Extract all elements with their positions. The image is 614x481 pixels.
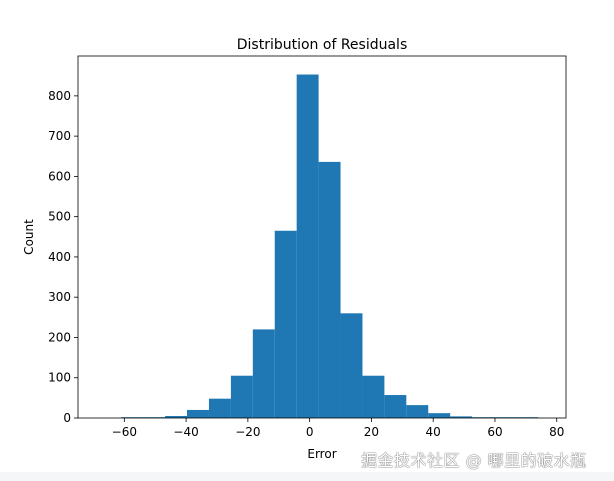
histogram-bar [143,417,166,418]
bottom-band [0,472,614,481]
histogram-bar [230,375,253,418]
x-tick-label: −60 [112,425,137,439]
histogram-bar [384,395,407,418]
x-tick-label: 20 [364,425,379,439]
y-tick-label: 500 [48,210,71,224]
x-tick-label: −40 [173,425,198,439]
histogram-bar [165,415,188,418]
y-axis-label: Count [22,219,36,255]
y-tick-label: 300 [48,290,71,304]
histogram-bar [121,417,144,418]
histogram-bar [494,417,516,418]
histogram-bar [252,329,275,418]
histogram-bar [362,375,385,418]
histogram-bar [318,161,341,419]
x-tick-label: 40 [426,425,441,439]
x-tick-label: 80 [549,425,564,439]
y-tick-label: 0 [63,411,71,425]
y-tick-label: 400 [48,250,71,264]
histogram-bar [406,405,429,418]
histogram-bar [515,417,539,418]
y-tick-label: 100 [48,371,71,385]
histogram-bar [296,74,319,419]
histogram-bar [472,417,495,418]
x-tick-label: 0 [306,425,314,439]
watermark: 掘金技术社区 @ 哪里的破水瓶 [361,451,587,470]
x-tick-label: 60 [487,425,502,439]
x-tick-label: −20 [235,425,260,439]
histogram-bar [208,398,231,418]
histogram-bar [428,413,451,418]
chart-title: Distribution of Residuals [237,37,408,53]
y-tick-label: 200 [48,330,71,344]
plot-frame [77,55,567,419]
histogram-bar [340,313,363,418]
x-axis-label: Error [307,447,336,461]
histogram-bar [450,416,473,418]
y-tick-label: 600 [48,169,71,183]
histogram-bar [274,230,297,418]
y-tick-label: 700 [48,129,71,143]
histogram-bar [187,409,209,418]
y-tick-label: 800 [48,89,71,103]
